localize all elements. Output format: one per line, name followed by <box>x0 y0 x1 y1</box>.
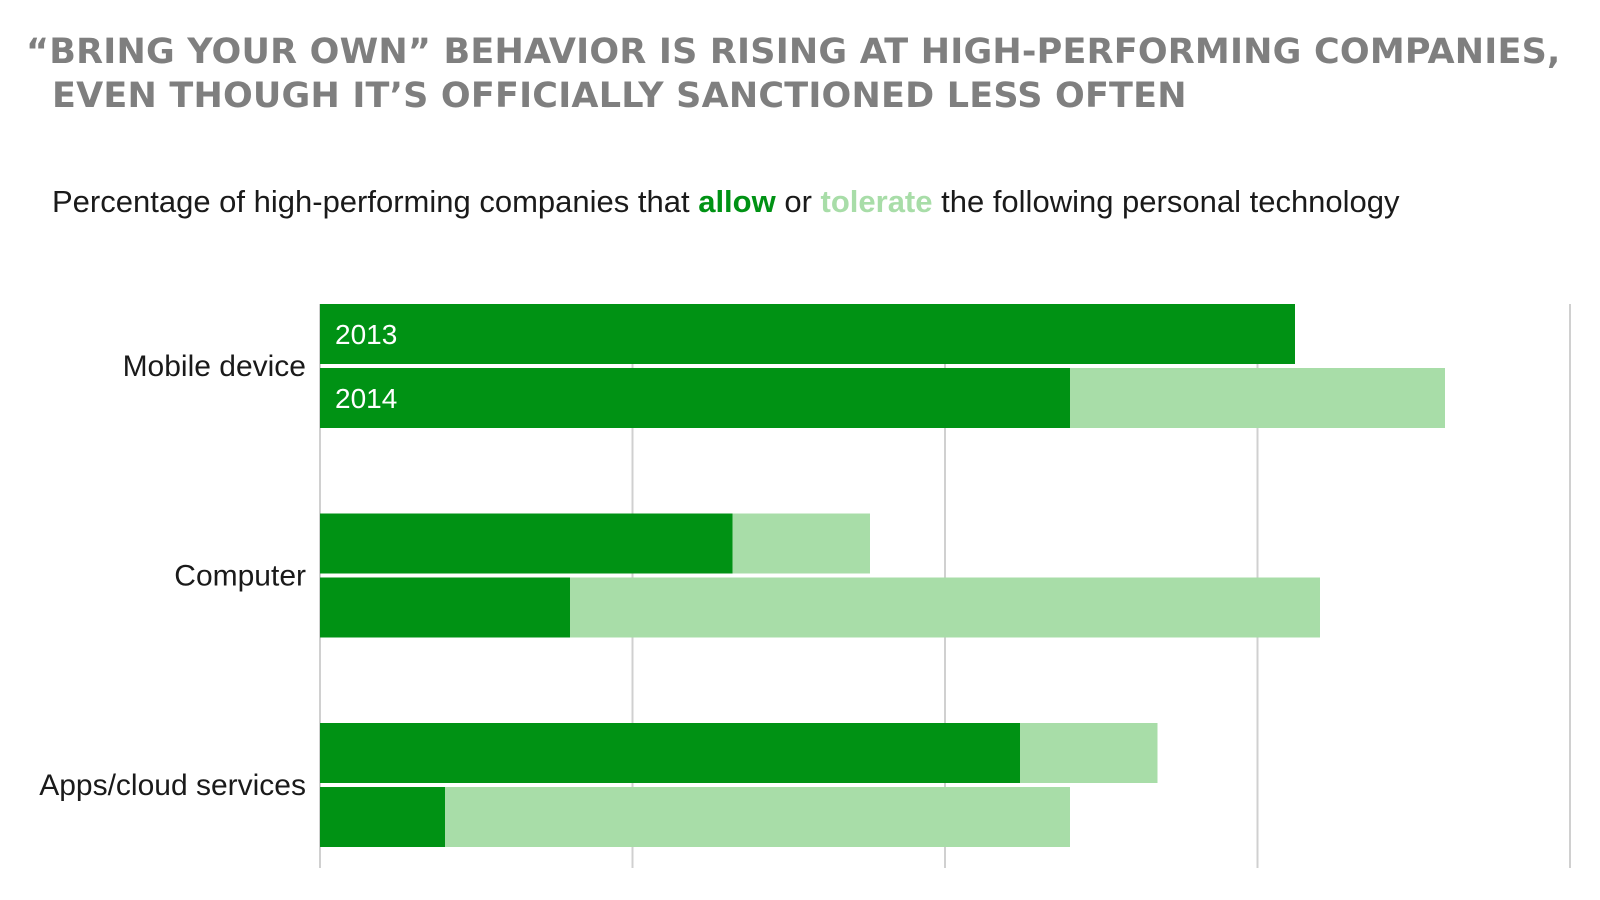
legend-tolerate-label: tolerate <box>820 184 933 219</box>
subtitle-text-middle: or <box>775 184 821 219</box>
bar-allow-apps-cloud-services-2014 <box>320 787 445 847</box>
category-label: Computer <box>174 560 306 593</box>
bar-tolerate-computer-2013 <box>732 513 870 574</box>
labels: 2013 2014 Mobile device Computer Apps/cloud … <box>39 319 397 802</box>
chart-subtitle: Percentage of high-performing companies … <box>52 184 1400 220</box>
bar-year-label-2013: 2013 <box>335 319 397 350</box>
bar-tolerate-mobile-device-2014 <box>1070 368 1445 428</box>
bar-allow-computer-2013 <box>320 513 733 574</box>
chart-title-line-1: “BRING YOUR OWN” BEHAVIOR IS RISING AT H… <box>26 32 1561 72</box>
chart-title: “BRING YOUR OWN” BEHAVIOR IS RISING AT H… <box>26 30 1566 118</box>
bar-allow-computer-2014 <box>320 577 570 638</box>
bar-tolerate-apps-cloud-services-2014 <box>445 787 1070 847</box>
subtitle-text-after: the following personal technology <box>932 184 1400 219</box>
chart-title-line-2: EVEN THOUGH IT’S OFFICIALLY SANCTIONED L… <box>52 76 1187 116</box>
bar-allow-mobile-device-2013 <box>320 304 1295 364</box>
bar-year-label-2014: 2014 <box>335 383 397 414</box>
bar-tolerate-computer-2014 <box>570 577 1320 638</box>
bar-allow-mobile-device-2014 <box>320 368 1070 428</box>
gridlines <box>319 304 1571 868</box>
subtitle-text-before: Percentage of high-performing companies … <box>52 184 699 219</box>
category-label: Mobile device <box>123 350 306 383</box>
category-label: Apps/cloud services <box>39 769 306 802</box>
bar-allow-apps-cloud-services-2013 <box>320 723 1020 783</box>
bars <box>320 304 1445 847</box>
bar-tolerate-apps-cloud-services-2013 <box>1020 723 1158 783</box>
legend-allow-label: allow <box>698 184 776 219</box>
